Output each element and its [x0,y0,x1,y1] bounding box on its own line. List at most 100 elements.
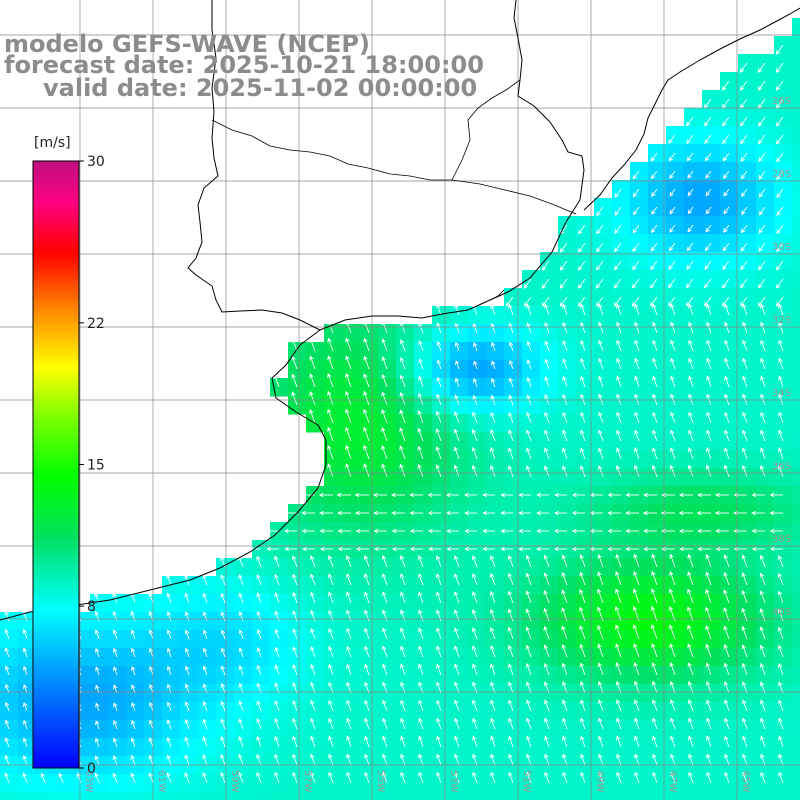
wind-arrow [399,446,406,460]
field-cell [666,774,685,793]
field-cell [378,630,397,649]
field-cell [702,324,721,343]
field-cell [288,522,307,541]
wind-arrow [724,358,730,370]
wind-arrowhead [607,528,613,534]
wind-arrowhead [399,339,405,344]
wind-arrowhead [238,665,244,670]
field-cell [324,702,343,721]
field-cell [792,162,800,181]
wind-arrow [490,447,496,460]
field-cell [432,360,451,379]
wind-arrow [5,666,10,676]
wind-arrowhead [273,374,278,379]
wind-arrowhead [597,588,602,594]
field-cell [378,486,397,505]
wind-arrow [562,736,568,748]
wind-arrow [5,702,10,712]
wind-arrowhead [561,465,567,471]
lon-label: 59W [229,770,240,793]
wind-arrow [382,718,388,730]
field-cell [612,486,631,505]
wind-arrowhead [778,375,783,381]
wind-arrowhead [669,643,674,649]
wind-arrow [238,574,244,586]
wind-arrowhead [544,322,549,327]
wind-arrowhead [740,265,745,271]
wind-arrow [23,702,28,712]
field-cell [378,558,397,577]
field-cell [666,738,685,757]
wind-arrow [544,448,550,460]
wind-arrowhead [615,571,620,576]
wind-arrow [363,356,370,370]
field-cell [378,324,397,343]
field-cell [324,648,343,667]
field-cell [612,414,631,433]
wind-arrowhead [345,444,350,450]
wind-arrowhead [490,377,496,383]
wind-arrow [760,700,766,712]
wind-arrow [23,611,28,622]
wind-arrowhead [220,611,225,617]
field-cell [522,468,541,487]
wind-arrow [652,358,658,370]
wind-arrowhead [614,624,620,630]
field-cell [522,486,541,505]
wind-arrowhead [697,546,703,552]
field-cell [306,576,325,595]
wind-arrow [95,755,100,766]
wind-arrowhead [435,446,440,451]
field-cell [306,738,325,757]
wind-arrow [473,342,478,352]
wind-arrowhead [651,447,657,453]
field-cell [378,774,397,793]
wind-arrowhead [327,373,332,378]
field-cell [360,432,379,451]
wind-arrow [724,681,730,694]
wind-arrowhead [705,447,711,453]
field-cell [504,774,523,793]
field-cell [648,450,667,469]
field-cell [126,774,145,793]
wind-arrowhead [417,445,422,451]
wind-arrowhead [724,303,729,309]
field-cell [684,612,703,631]
wind-arrowhead [418,663,423,669]
wind-arrow [346,754,352,766]
wind-arrowhead [453,591,459,597]
wind-arrow [436,591,442,604]
wind-arrowhead [418,375,423,381]
field-cell [720,684,739,703]
wind-arrowhead [507,447,513,453]
field-cell [216,738,235,757]
field-cell [270,540,289,559]
wind-arrow [778,591,784,604]
wind-arrowhead [759,572,765,578]
wind-arrowhead [705,571,710,577]
field-cell [486,792,505,800]
field-cell [486,738,505,757]
wind-arrow [632,260,640,270]
wind-arrowhead [670,339,675,345]
wind-arrow [760,358,766,370]
field-cell [540,360,559,379]
wind-arrow [596,206,604,216]
wind-arrow [651,643,658,658]
field-cell [756,702,775,721]
wind-arrow [598,448,604,460]
wind-arrowhead [723,209,728,215]
wind-arrow [400,339,406,352]
wind-arrowhead [687,699,693,705]
wind-arrow [221,683,226,694]
field-cell [648,396,667,415]
wind-arrowhead [4,647,9,653]
field-cell [504,396,523,415]
wind-arrow [418,736,424,748]
field-cell [774,342,793,361]
field-cell [414,666,433,685]
wind-arrowhead [688,735,693,741]
wind-arrow [472,591,478,604]
wind-arrowhead [454,645,459,651]
field-cell [198,738,217,757]
